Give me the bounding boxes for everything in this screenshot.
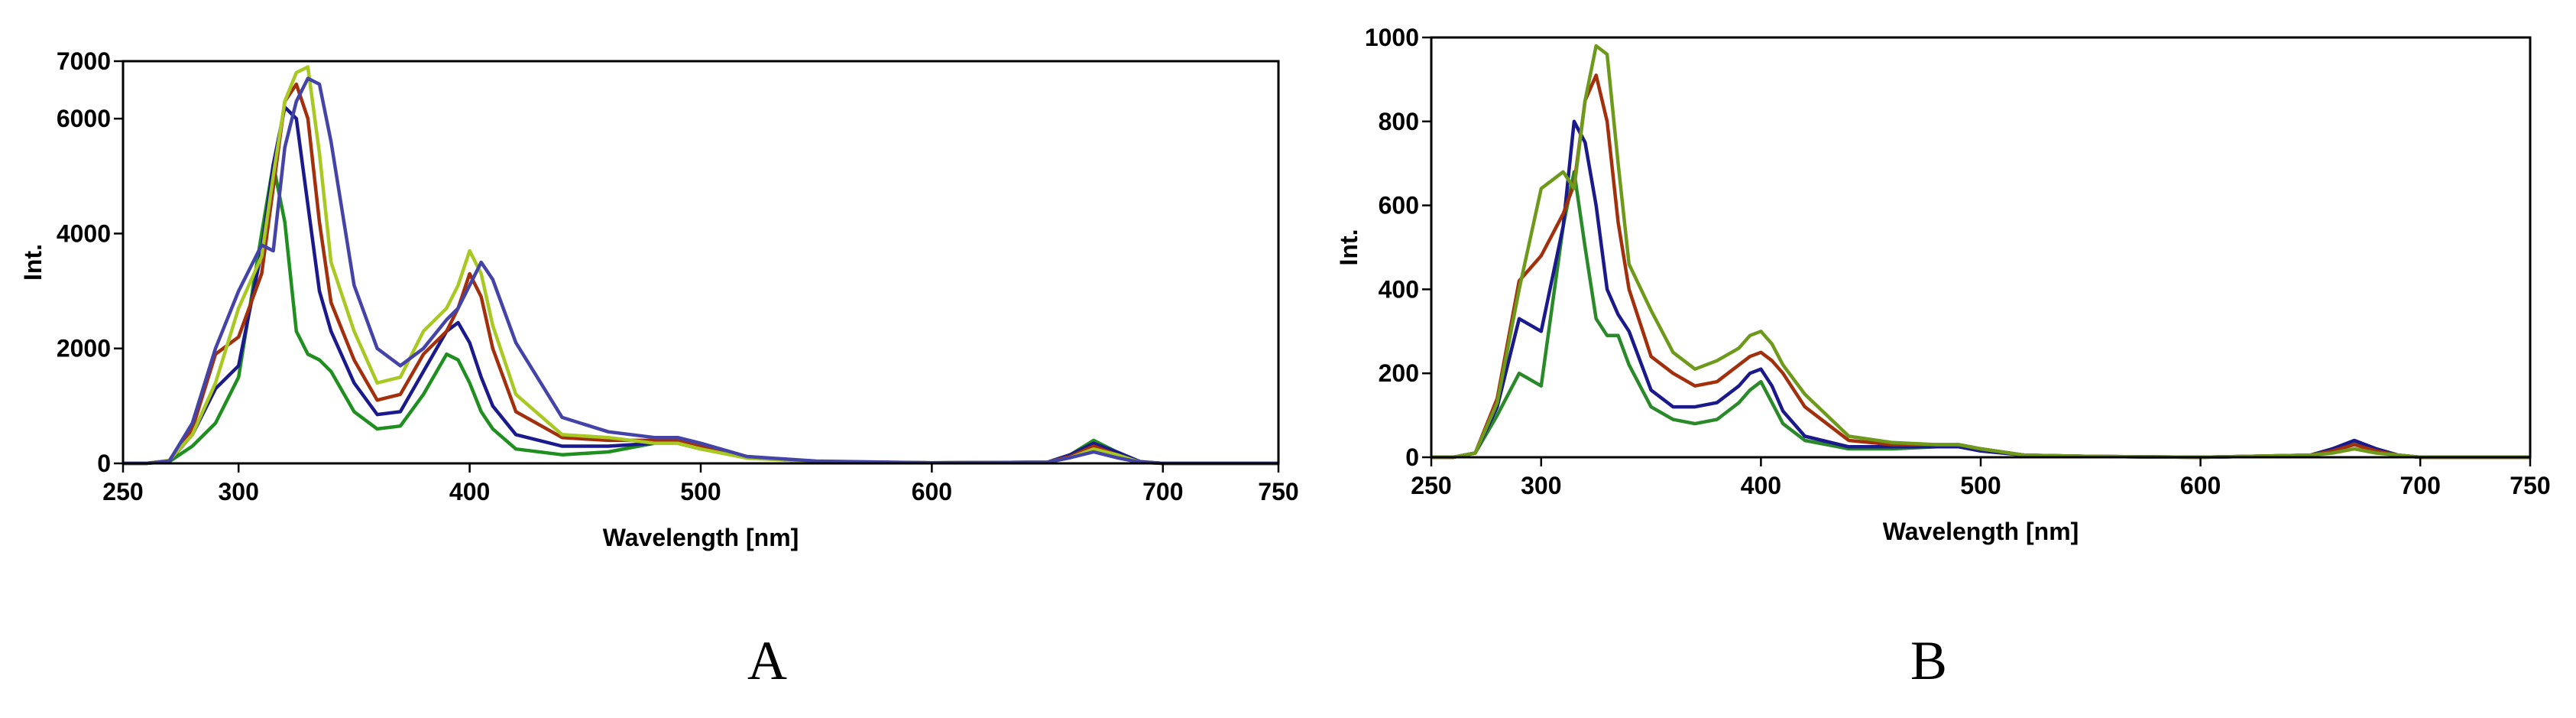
panel-title: B bbox=[1910, 630, 1947, 691]
plot-frame bbox=[1430, 36, 2532, 459]
x-tick-label: 600 bbox=[2180, 472, 2221, 499]
y-tick-label: 0 bbox=[97, 450, 111, 477]
x-tick-label: 250 bbox=[1411, 472, 1451, 499]
x-tick-label: 600 bbox=[912, 478, 952, 505]
x-axis-label: Wavelength [nm] bbox=[603, 524, 799, 551]
spectrum-line bbox=[1431, 44, 2530, 460]
x-tick-label: 250 bbox=[102, 478, 143, 505]
y-tick-label: 0 bbox=[1405, 443, 1419, 471]
panel-title: A bbox=[747, 630, 787, 691]
y-tick-label: 200 bbox=[1379, 359, 1419, 387]
y-tick-label: 1000 bbox=[1365, 24, 1419, 51]
spectrum-line bbox=[123, 82, 1278, 466]
spectrum-line bbox=[123, 76, 1278, 466]
x-tick-label: 750 bbox=[1258, 478, 1298, 505]
y-tick-label: 6000 bbox=[57, 105, 111, 132]
x-tick-label: 300 bbox=[219, 478, 259, 505]
y-tick-label: 800 bbox=[1379, 108, 1419, 135]
y-tick-label: 7000 bbox=[57, 47, 111, 75]
x-tick-label: 750 bbox=[2510, 472, 2550, 499]
y-axis-label: Int. bbox=[1335, 229, 1363, 266]
x-tick-label: 500 bbox=[1960, 472, 2001, 499]
spectrum-line bbox=[123, 163, 1278, 466]
x-tick-label: 700 bbox=[1142, 478, 1183, 505]
x-tick-label: 400 bbox=[1741, 472, 1781, 499]
x-tick-label: 700 bbox=[2400, 472, 2441, 499]
y-tick-label: 400 bbox=[1379, 275, 1419, 303]
x-tick-label: 300 bbox=[1521, 472, 1561, 499]
x-tick-label: 400 bbox=[449, 478, 490, 505]
y-tick-label: 2000 bbox=[57, 335, 111, 362]
x-axis-label: Wavelength [nm] bbox=[1883, 518, 2079, 545]
spectrum-line bbox=[1431, 119, 2530, 460]
spectrum-line bbox=[123, 105, 1278, 466]
y-axis-label: Int. bbox=[19, 244, 47, 281]
y-tick-label: 600 bbox=[1379, 192, 1419, 219]
y-tick-label: 4000 bbox=[57, 219, 111, 247]
spectrum-line bbox=[1431, 73, 2530, 460]
x-tick-label: 500 bbox=[680, 478, 721, 505]
